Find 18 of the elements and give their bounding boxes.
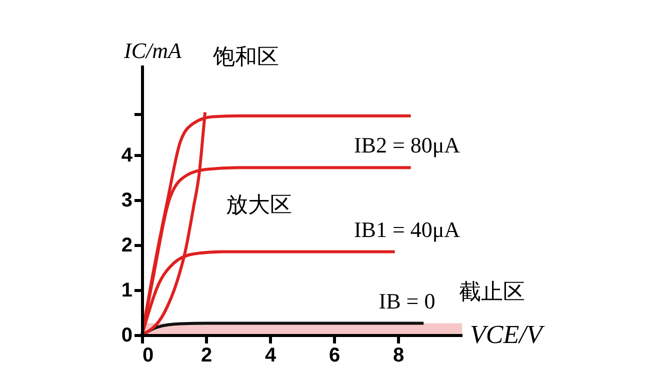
x-tick-label: 6 xyxy=(328,344,340,366)
annotation: 饱和区 xyxy=(212,44,279,69)
series-label: IB2 = 80μA xyxy=(354,132,460,158)
y-axis-title: IC/mA xyxy=(123,38,182,63)
x-tick-label: 8 xyxy=(392,344,404,366)
y-tick-label: 0 xyxy=(121,324,132,346)
y-tick-label: 3 xyxy=(121,190,132,212)
x-axis-title: VCE/V xyxy=(470,320,546,349)
x-tick-label: 4 xyxy=(264,344,277,366)
x-tick-label: 0 xyxy=(142,344,154,366)
y-tick-label: 4 xyxy=(121,144,134,166)
series-label: IB = 0 xyxy=(378,288,436,314)
annotation: 放大区 xyxy=(226,192,292,217)
y-tick-label: 2 xyxy=(121,234,132,256)
y-tick-label: 1 xyxy=(121,280,132,302)
x-tick-label: 2 xyxy=(200,344,212,366)
annotation: 截止区 xyxy=(459,279,525,304)
series-label: IB1 = 40μA xyxy=(354,216,460,242)
